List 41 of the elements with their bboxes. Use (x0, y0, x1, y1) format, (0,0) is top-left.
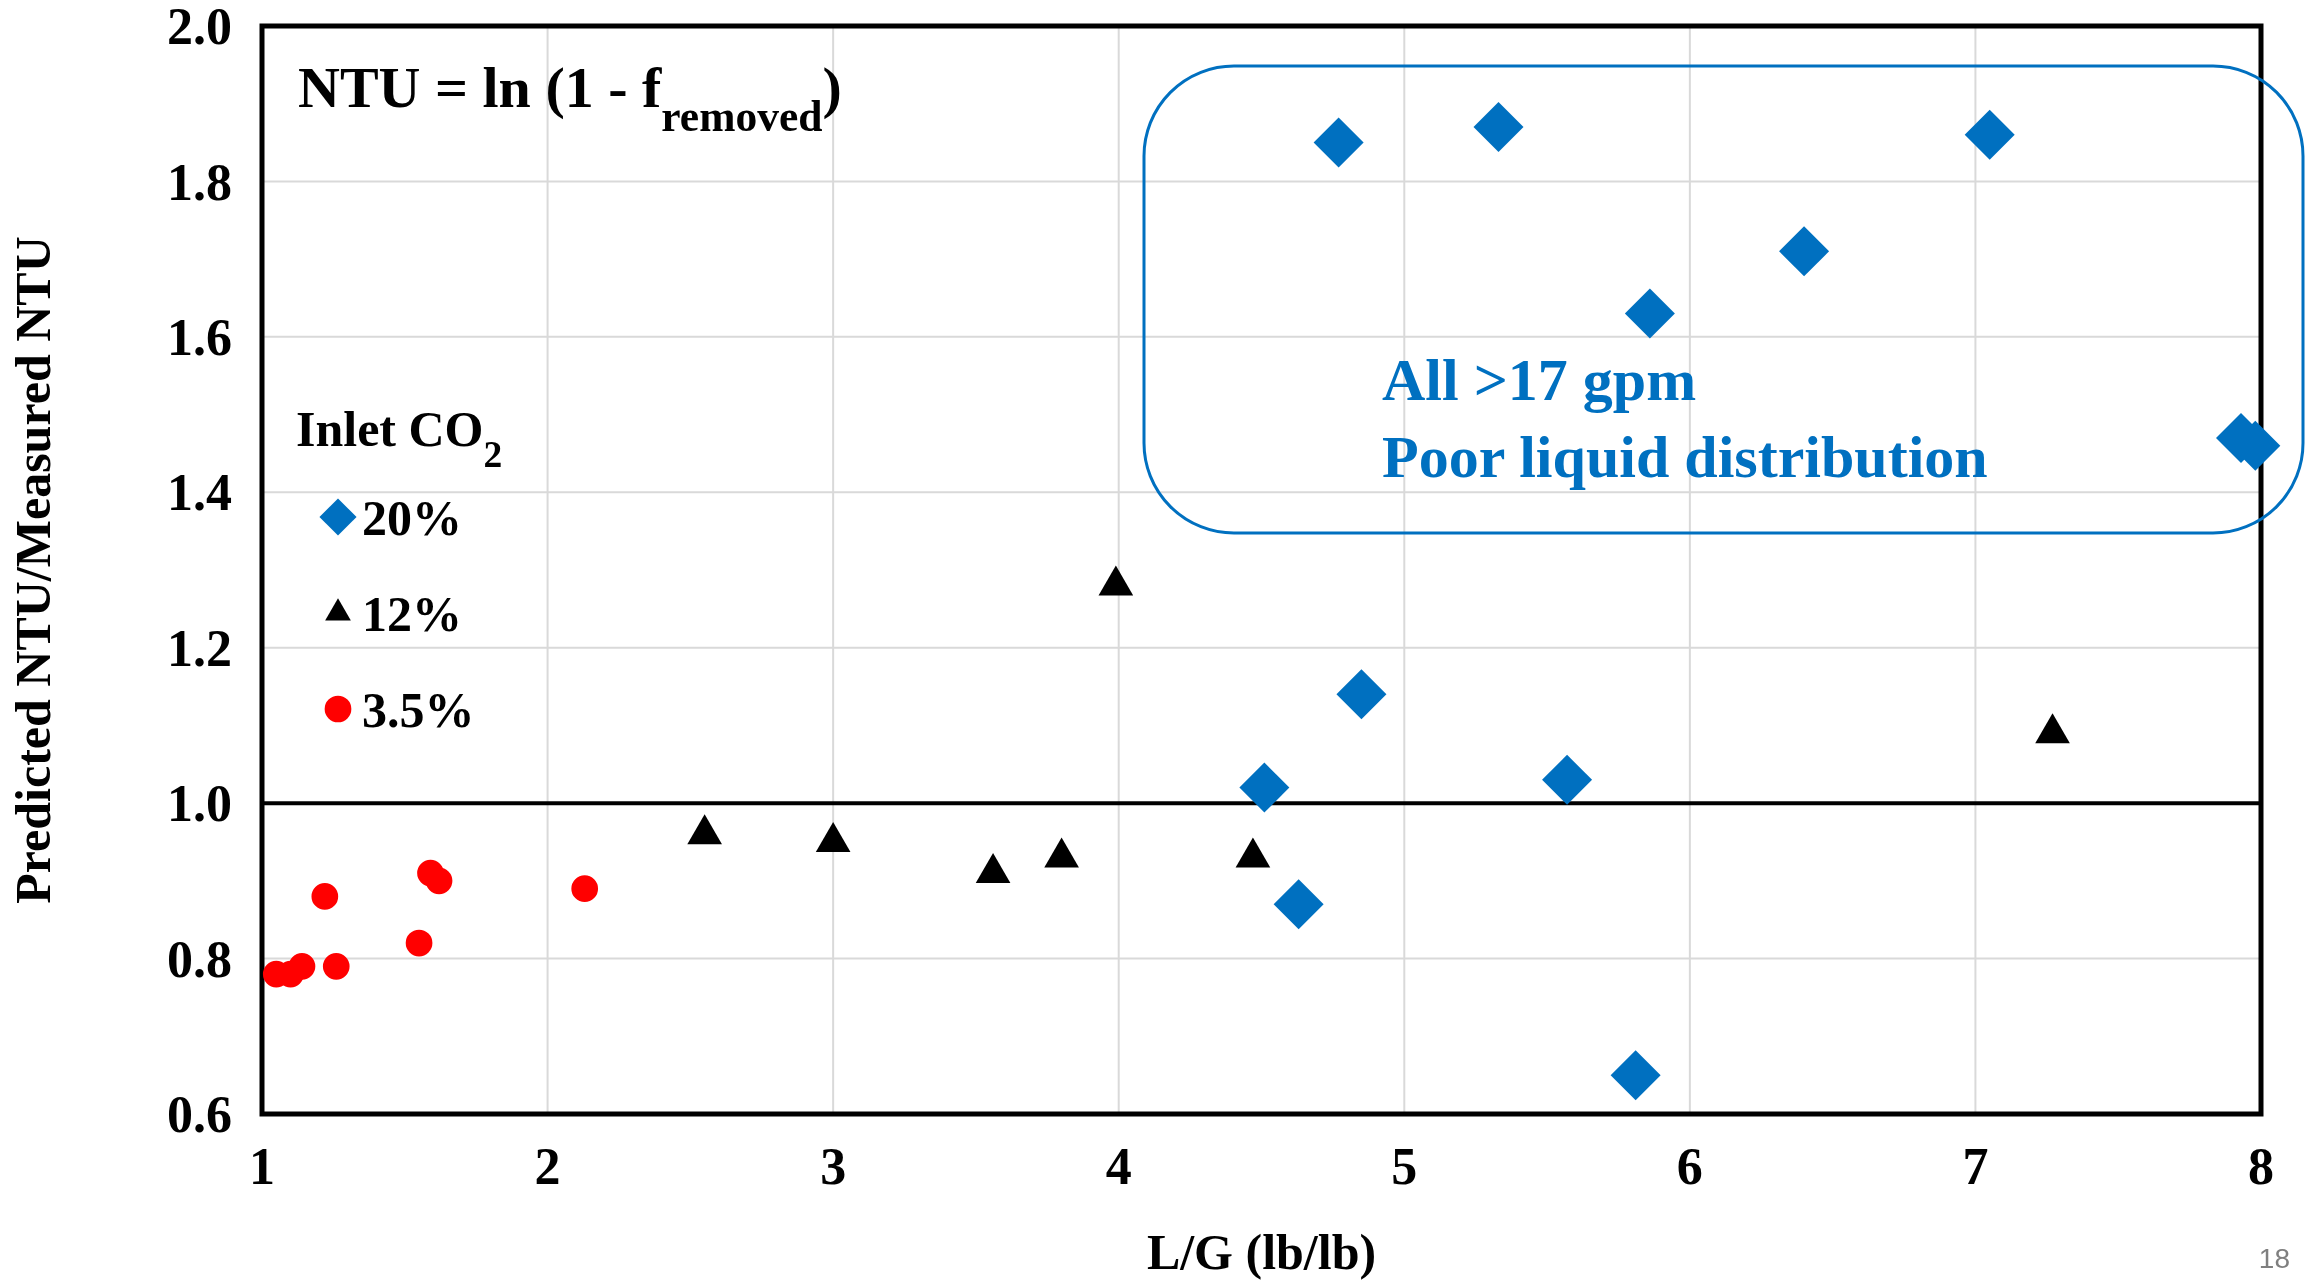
point (1964, 109, 2015, 160)
point (1624, 288, 1675, 339)
point (1313, 117, 1364, 168)
y-tick-label: 1.2 (167, 619, 232, 677)
y-tick-label: 2.0 (167, 0, 232, 56)
y-tick-label: 1.6 (167, 309, 232, 367)
point (1779, 226, 1830, 277)
y-tick-label: 0.8 (167, 930, 232, 988)
y-tick-label: 1.4 (167, 464, 232, 522)
point (311, 883, 339, 910)
point (288, 953, 316, 980)
legend-label: 12% (362, 585, 462, 642)
x-tick-label: 8 (2248, 1138, 2274, 1195)
x-tick-label: 7 (1962, 1138, 1989, 1195)
x-tick-label: 5 (1391, 1138, 1418, 1195)
point (425, 867, 453, 895)
point (571, 875, 599, 902)
x-tick-label: 1 (249, 1138, 275, 1195)
point (322, 953, 350, 980)
y-tick-label: 0.6 (167, 1086, 232, 1144)
x-tick-label: 4 (1105, 1138, 1132, 1195)
legend-label: 20% (362, 489, 462, 546)
x-tick-label: 2 (534, 1138, 561, 1195)
point (1542, 754, 1593, 805)
y-tick-label: 1.0 (167, 775, 232, 833)
text: 18 (2258, 1243, 2290, 1274)
point (1610, 1050, 1661, 1101)
point (405, 929, 433, 957)
legend-title: Inlet CO$_{2}$ (296, 401, 503, 475)
annotation: NTU = ln (1 - f$_{removed}$) (298, 55, 842, 140)
point (1473, 102, 1524, 153)
point (1273, 879, 1324, 930)
point (1239, 762, 1290, 813)
y-axis-title: Predicted NTU/Measured NTU (5, 236, 61, 904)
x-axis-title: L/G (lb/lb) (1146, 1224, 1377, 1280)
legend-label: 3.5% (362, 681, 475, 738)
annotation: All >17 gpm Poor liquid distribution (1382, 347, 1988, 490)
point (1336, 669, 1387, 720)
x-tick-label: 3 (820, 1138, 847, 1195)
x-tick-label: 6 (1676, 1138, 1703, 1195)
y-tick-label: 1.8 (167, 153, 232, 211)
